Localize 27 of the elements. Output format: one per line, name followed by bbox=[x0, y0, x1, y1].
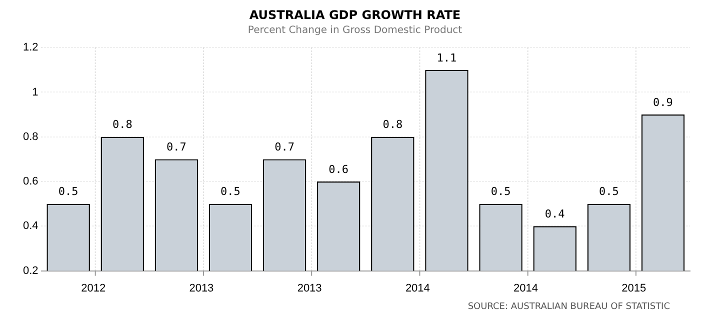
data-label: 0.9 bbox=[653, 96, 673, 109]
data-label: 0.8 bbox=[112, 118, 132, 132]
data-label: 0.4 bbox=[544, 208, 566, 221]
x-tick-label: 2015 bbox=[622, 282, 646, 294]
x-tick-label: 2014 bbox=[514, 282, 538, 294]
data-label: 0.7 bbox=[166, 140, 186, 154]
data-label: 0.5 bbox=[598, 185, 619, 198]
data-label: 0.5 bbox=[220, 185, 240, 198]
data-label: 1.1 bbox=[436, 51, 457, 64]
x-tick-label: 2012 bbox=[81, 282, 106, 294]
data-label: 0.7 bbox=[274, 140, 294, 154]
data-label: 0.6 bbox=[328, 162, 349, 176]
data-label: 0.5 bbox=[58, 185, 78, 198]
chart-title: AUSTRALIA GDP GROWTH RATE bbox=[248, 8, 462, 22]
y-tick-label: 0.4 bbox=[22, 220, 38, 232]
x-tick-label: 2013 bbox=[189, 282, 214, 294]
x-tick-label: 2013 bbox=[297, 282, 322, 294]
chart-subtitle: Percent Change in Gross Domestic Product bbox=[246, 25, 464, 36]
source-note: SOURCE: AUSTRALIAN BUREAU OF STATISTIC bbox=[468, 302, 670, 312]
data-label: 0.8 bbox=[382, 118, 403, 132]
y-tick-label: 1.2 bbox=[22, 42, 38, 54]
y-tick-label: 0.8 bbox=[22, 130, 38, 143]
y-tick-label: 0.2 bbox=[22, 264, 38, 277]
y-tick-label: 0.6 bbox=[22, 176, 38, 188]
x-tick-label: 2014 bbox=[405, 282, 430, 294]
data-label: 0.5 bbox=[490, 185, 511, 198]
y-tick-label: 1 bbox=[32, 86, 38, 98]
